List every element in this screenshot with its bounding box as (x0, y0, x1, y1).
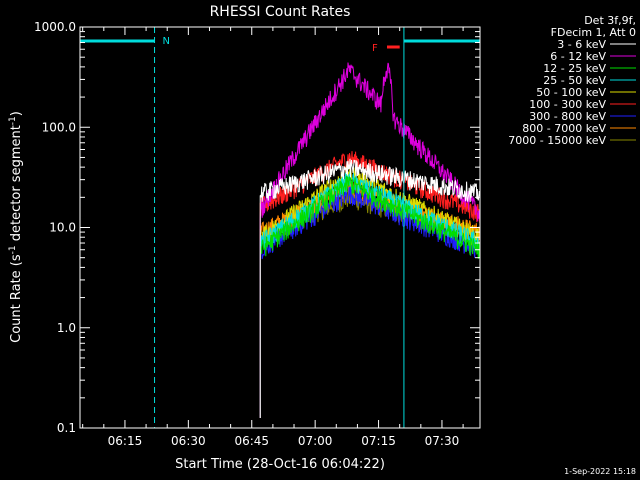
x-tick-label: 06:30 (171, 434, 206, 448)
x-tick-label: 07:30 (425, 434, 460, 448)
legend-label: 300 - 800 keV (529, 110, 606, 123)
legend-header: FDecim 1, Att 0 (551, 26, 636, 39)
legend-label: 7000 - 15000 keV (508, 134, 606, 147)
x-tick-label: 07:15 (361, 434, 396, 448)
x-axis: 06:15 06:30 06:45 07:00 07:15 07:30 (82, 27, 464, 448)
y-tick-label: 1000.0 (34, 20, 76, 34)
x-tick-label: 07:00 (298, 434, 333, 448)
y-tick-label: 10.0 (49, 221, 76, 235)
x-axis-label: Start Time (28-Oct-16 06:04:22) (175, 457, 385, 472)
y-tick-label: 0.1 (57, 421, 76, 435)
legend-label: 25 - 50 keV (543, 74, 606, 87)
y-label-mid: detector segment (9, 125, 24, 245)
series-layer (259, 62, 481, 418)
y-axis-label: Count Rate (s-1 detector segment-1) (8, 111, 24, 343)
y-label-main: Count Rate (s (9, 254, 24, 343)
y-axis: 0.1 1.0 10.0 100.0 1000.0 (34, 20, 480, 435)
y-label-end: ) (9, 111, 24, 116)
night-label: N (163, 36, 170, 47)
legend-label: 12 - 25 keV (543, 62, 606, 75)
series-line (259, 62, 481, 418)
chart-title: RHESSI Count Rates (210, 4, 351, 20)
flare-label: F (372, 43, 378, 54)
series-line (259, 175, 481, 418)
series-line (259, 158, 481, 418)
y-label-sup1: -1 (8, 245, 18, 254)
legend-label: 3 - 6 keV (557, 38, 606, 51)
y-tick-label: 1.0 (57, 321, 76, 335)
y-label-sup2: -1 (8, 116, 18, 125)
legend-label: 6 - 12 keV (550, 50, 606, 63)
footer-date: 1-Sep-2022 15:18 (564, 467, 636, 476)
x-tick-label: 06:45 (234, 434, 269, 448)
x-tick-label: 06:15 (108, 434, 143, 448)
legend-label: 50 - 100 keV (536, 86, 606, 99)
legend-header: Det 3f,9f, (584, 14, 636, 27)
legend-label: 100 - 300 keV (529, 98, 606, 111)
legend-label: 800 - 7000 keV (522, 122, 606, 135)
y-tick-label: 100.0 (42, 120, 76, 134)
